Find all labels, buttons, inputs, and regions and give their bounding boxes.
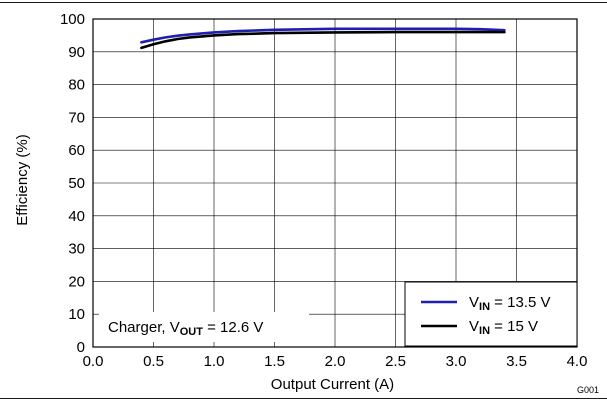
y-tick-0: 0 [77,339,85,356]
figure-id: G001 [577,385,599,395]
y-tick-30: 30 [68,241,85,258]
y-tick-70: 70 [68,109,85,126]
annotation: Charger, VOUT = 12.6 V [99,312,309,342]
y-tick-50: 50 [68,175,85,192]
bottom-rule [0,398,607,399]
x-tick-1-0: 1.0 [204,353,225,370]
y-tick-60: 60 [68,142,85,159]
x-tick-2-5: 2.5 [385,353,406,370]
legend: VIN = 13.5 V VIN = 15 V [404,281,578,347]
legend-label-vin-15: VIN = 15 V [469,318,538,337]
y-tick-80: 80 [68,77,85,94]
x-axis-label: Output Current (A) [271,376,394,393]
y-tick-90: 90 [68,44,85,61]
y-tick-10: 10 [68,306,85,323]
x-tick-3-5: 3.5 [506,353,527,370]
series-line-1 [140,30,506,50]
plot-frame [92,18,578,348]
y-tick-40: 40 [68,208,85,225]
x-tick-0-0: 0.0 [83,353,104,370]
x-tick-3-0: 3.0 [446,353,467,370]
y-axis-label: Efficiency (%) [14,134,31,225]
annotation-text: Charger, VOUT = 12.6 V [108,319,263,338]
legend-box [404,281,578,347]
x-tick-2-0: 2.0 [325,353,346,370]
series-line-0 [140,27,506,44]
annotation-box [99,312,309,342]
series-layer [140,27,506,50]
x-tick-labels: 0.0 0.5 1.0 1.5 2.0 2.5 3.0 3.5 4.0 [83,353,588,370]
legend-label-vin-13-5: VIN = 13.5 V [469,294,550,313]
y-tick-labels: 0 10 20 30 40 50 60 70 80 90 100 [60,11,85,356]
x-tick-0-5: 0.5 [143,353,164,370]
y-tick-100: 100 [60,11,85,28]
grid-lines [93,19,577,347]
x-tick-1-5: 1.5 [264,353,285,370]
top-rule [0,2,607,3]
y-tick-20: 20 [68,273,85,290]
x-tick-4-0: 4.0 [567,353,588,370]
